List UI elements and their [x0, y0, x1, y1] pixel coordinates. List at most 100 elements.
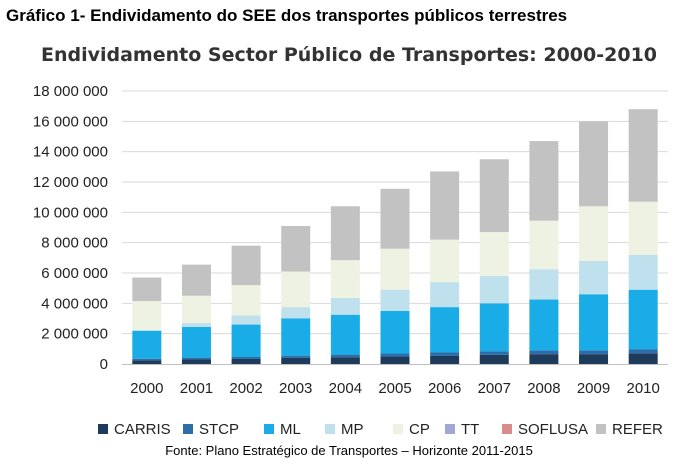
- x-tick-label: 2007: [478, 380, 511, 397]
- legend-swatch: [183, 424, 193, 434]
- x-tick-label: 2004: [329, 380, 362, 397]
- bar-segment-stcp: [181, 357, 211, 360]
- bar-segment-refer: [529, 141, 559, 221]
- x-tick-label: 2002: [229, 380, 262, 397]
- bar-segment-stcp: [281, 355, 311, 358]
- legend-swatch: [596, 424, 606, 434]
- bar-segment-cp: [628, 201, 658, 255]
- y-tick-label: 4 000 000: [41, 295, 108, 312]
- y-axis-ticks: 0 2 000 000 4 000 000 6 000 000 8 000 000 10 …: [33, 83, 108, 373]
- legend-item-carris: CARRIS: [98, 421, 171, 438]
- bar-segment-stcp: [529, 350, 559, 355]
- legend: CARRIS STCP ML MP CP TT SOFLUSA REFER: [98, 421, 663, 438]
- y-tick-label: 0: [100, 356, 108, 373]
- legend-item-ml: ML: [264, 421, 301, 438]
- x-axis-ticks: 2000 2001 2002 2003 2004 2005 2006 2007 2008 2009…: [130, 380, 660, 397]
- bar-segment-mp: [529, 269, 559, 300]
- bar-segment-cp: [132, 301, 162, 331]
- bar-segment-ml: [479, 303, 509, 352]
- bar-segment-mp: [181, 323, 211, 327]
- bar-segment-carris: [628, 353, 658, 364]
- bar-segment-stcp: [330, 354, 360, 358]
- y-tick-label: 8 000 000: [41, 235, 108, 252]
- bar-segment-mp: [579, 260, 609, 295]
- bar-segment-stcp: [579, 350, 609, 355]
- x-tick-label: 2008: [527, 380, 560, 397]
- figure-caption: Gráfico 1- Endividamento do SEE dos tran…: [6, 6, 568, 25]
- legend-swatch: [445, 424, 455, 434]
- bar-segment-refer: [330, 206, 360, 261]
- bar-segment-stcp: [628, 349, 658, 354]
- legend-item-refer: REFER: [596, 421, 663, 438]
- bar-segment-cp: [380, 248, 410, 290]
- bar-segment-mp: [430, 282, 460, 308]
- x-tick-label: 2001: [180, 380, 213, 397]
- bar-segment-ml: [628, 289, 658, 350]
- bar-segment-refer: [181, 264, 211, 296]
- legend-label: REFER: [612, 421, 663, 438]
- bar-segment-ml: [380, 310, 410, 354]
- legend-label: TT: [461, 421, 479, 438]
- x-tick-label: 2006: [428, 380, 461, 397]
- legend-item-cp: CP: [393, 421, 430, 438]
- bar-segment-refer: [479, 159, 509, 233]
- bar-segment-refer: [579, 121, 609, 207]
- legend-label: ML: [280, 421, 301, 438]
- bar-segment-refer: [430, 171, 460, 240]
- legend-swatch: [98, 424, 108, 434]
- bar-segment-cp: [579, 206, 609, 261]
- bar-segment-cp: [529, 220, 559, 270]
- legend-label: CP: [409, 421, 430, 438]
- bar-segment-ml: [430, 307, 460, 353]
- bar-segment-ml: [529, 299, 559, 351]
- bar-segment-ml: [579, 294, 609, 351]
- y-tick-label: 12 000 000: [33, 174, 108, 191]
- bar-segment-mp: [330, 298, 360, 315]
- y-tick-label: 10 000 000: [33, 204, 108, 221]
- bar-segment-ml: [330, 314, 360, 355]
- legend-swatch: [393, 424, 403, 434]
- bar-segment-cp: [430, 239, 460, 283]
- legend-label: STCP: [199, 421, 239, 438]
- bar-segment-ml: [181, 326, 211, 358]
- y-tick-label: 16 000 000: [33, 113, 108, 130]
- bar-segment-stcp: [430, 352, 460, 356]
- chart-title: Endividamento Sector Público de Transpor…: [40, 44, 658, 66]
- bar-segment-stcp: [231, 357, 261, 359]
- legend-swatch: [264, 424, 274, 434]
- bar-segment-carris: [479, 354, 509, 364]
- y-tick-label: 18 000 000: [33, 83, 108, 100]
- legend-item-stcp: STCP: [183, 421, 239, 438]
- legend-label: CARRIS: [114, 421, 171, 438]
- legend-item-mp: MP: [325, 421, 364, 438]
- bar-segment-mp: [380, 289, 410, 311]
- bar-segment-mp: [479, 276, 509, 304]
- x-tick-label: 2003: [279, 380, 312, 397]
- bar-segment-cp: [281, 271, 311, 308]
- bar-segment-cp: [181, 295, 211, 324]
- y-tick-label: 2 000 000: [41, 326, 108, 343]
- bar-segment-carris: [529, 354, 559, 364]
- x-tick-label: 2000: [130, 380, 163, 397]
- y-tick-label: 6 000 000: [41, 265, 108, 282]
- bar-segment-ml: [231, 324, 261, 358]
- x-tick-label: 2005: [378, 380, 411, 397]
- bar-segment-stcp: [479, 351, 509, 355]
- bar-segment-mp: [231, 315, 261, 325]
- bar-segment-carris: [132, 360, 162, 364]
- stacked-bar-chart: 0 2 000 000 4 000 000 6 000 000 8 000 000 10 …: [33, 83, 668, 438]
- source-note: Fonte: Plano Estratégico de Transportes …: [165, 443, 533, 458]
- bar-segment-stcp: [132, 358, 162, 361]
- bar-segment-carris: [181, 359, 211, 364]
- bar-segment-refer: [132, 277, 162, 302]
- legend-label: MP: [341, 421, 364, 438]
- bar-segment-carris: [330, 357, 360, 364]
- bar-segment-mp: [281, 307, 311, 319]
- x-tick-label: 2010: [626, 380, 659, 397]
- x-tick-label: 2009: [577, 380, 610, 397]
- bar-segment-carris: [281, 357, 311, 364]
- legend-item-soflusa: SOFLUSA: [502, 421, 588, 438]
- bar-segment-mp: [628, 254, 658, 290]
- bar-segment-carris: [231, 358, 261, 364]
- bar-segment-ml: [281, 318, 311, 356]
